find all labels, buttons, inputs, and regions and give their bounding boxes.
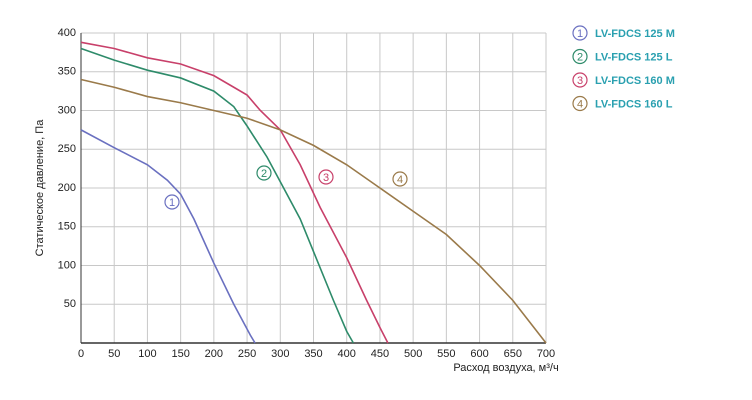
legend-marker: 2 bbox=[577, 51, 583, 63]
legend-circle bbox=[572, 25, 588, 41]
y-tick-label: 250 bbox=[58, 143, 76, 155]
y-tick-label: 350 bbox=[58, 66, 76, 78]
curve-marker: 4 bbox=[397, 174, 403, 186]
legend-circle bbox=[572, 72, 588, 88]
x-tick-label: 700 bbox=[537, 348, 555, 360]
x-tick-label: 150 bbox=[171, 348, 189, 360]
curve-marker: 3 bbox=[323, 172, 329, 184]
legend-label: LV-FDCS 160 L bbox=[595, 98, 673, 110]
y-tick-label: 150 bbox=[58, 221, 76, 233]
x-tick-label: 100 bbox=[138, 348, 156, 360]
y-tick-label: 50 bbox=[64, 298, 76, 310]
x-tick-label: 600 bbox=[470, 348, 488, 360]
y-axis-label: Статическое давление, Па bbox=[34, 119, 46, 257]
legend-marker: 3 bbox=[577, 75, 583, 87]
x-tick-label: 500 bbox=[404, 348, 422, 360]
series-line bbox=[80, 78, 547, 344]
x-tick-label: 350 bbox=[304, 348, 322, 360]
legend-marker: 4 bbox=[577, 98, 583, 110]
x-tick-label: 400 bbox=[338, 348, 356, 360]
x-axis-label: Расход воздуха, м³/ч bbox=[453, 362, 558, 374]
y-tick-label: 300 bbox=[58, 104, 76, 116]
curve-marker: 2 bbox=[261, 168, 267, 180]
x-tick-label: 550 bbox=[437, 348, 455, 360]
series-line bbox=[80, 129, 256, 344]
marker-circle bbox=[318, 169, 334, 185]
legend-circle bbox=[572, 48, 588, 65]
y-tick-label: 200 bbox=[58, 182, 76, 194]
x-tick-label: 250 bbox=[238, 348, 256, 360]
y-tick-label: 400 bbox=[58, 27, 76, 39]
x-tick-label: 300 bbox=[271, 348, 289, 360]
marker-circle bbox=[392, 171, 408, 187]
y-tick-label: 100 bbox=[58, 259, 76, 271]
x-tick-label: 0 bbox=[78, 348, 84, 360]
x-tick-label: 650 bbox=[504, 348, 522, 360]
legend-marker: 1 bbox=[577, 28, 583, 40]
marker-circle bbox=[164, 194, 180, 210]
curve-marker: 1 bbox=[169, 197, 175, 209]
marker-circle bbox=[256, 165, 272, 181]
series-line bbox=[80, 47, 355, 344]
x-tick-label: 50 bbox=[108, 348, 120, 360]
legend-circle bbox=[572, 95, 588, 112]
x-tick-label: 450 bbox=[371, 348, 389, 360]
series-line bbox=[80, 41, 389, 344]
legend-label: LV-FDCS 160 M bbox=[595, 75, 675, 87]
legend-label: LV-FDCS 125 M bbox=[595, 28, 675, 40]
legend-label: LV-FDCS 125 L bbox=[595, 51, 673, 63]
x-tick-label: 200 bbox=[205, 348, 223, 360]
